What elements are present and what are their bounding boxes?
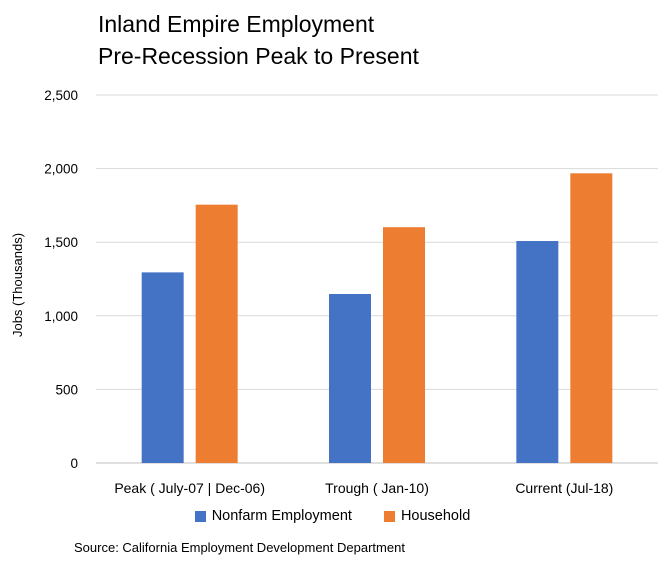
- x-tick-label: Current (Jul-18): [515, 480, 613, 496]
- bar-nonfarm: [142, 272, 184, 463]
- legend-item-nonfarm: Nonfarm Employment: [195, 508, 352, 524]
- legend-swatch-nonfarm: [195, 511, 206, 522]
- x-tick-label: Peak ( July-07 | Dec-06): [114, 480, 265, 496]
- y-tick-label: 2,500: [44, 88, 78, 103]
- bar-household: [383, 227, 425, 463]
- y-tick-label: 2,000: [44, 162, 78, 177]
- y-tick-label: 0: [70, 456, 78, 471]
- legend-item-household: Household: [384, 508, 470, 524]
- bar-household: [570, 173, 612, 463]
- y-tick-label: 1,500: [44, 235, 78, 250]
- bars: [142, 173, 613, 463]
- source-note: Source: California Employment Developmen…: [74, 540, 405, 555]
- x-axis-tick-labels: Peak ( July-07 | Dec-06) Trough ( Jan-10)…: [114, 480, 613, 496]
- legend-label-nonfarm: Nonfarm Employment: [212, 508, 352, 524]
- bar-nonfarm: [329, 294, 371, 463]
- legend: Nonfarm Employment Household: [0, 508, 665, 526]
- x-tick-label: Trough ( Jan-10): [325, 480, 429, 496]
- bar-nonfarm: [516, 241, 558, 463]
- bar-household: [196, 205, 238, 463]
- legend-label-household: Household: [401, 508, 470, 524]
- bar-chart: 0 500 1,000 1,500 2,000 2,500 Jobs (Thousands…: [0, 0, 665, 505]
- y-axis-tick-labels: 0 500 1,000 1,500 2,000 2,500: [44, 88, 78, 471]
- legend-swatch-household: [384, 511, 395, 522]
- y-tick-label: 1,000: [44, 309, 78, 324]
- y-tick-label: 500: [55, 382, 78, 397]
- y-axis-label: Jobs (Thousands): [10, 233, 25, 337]
